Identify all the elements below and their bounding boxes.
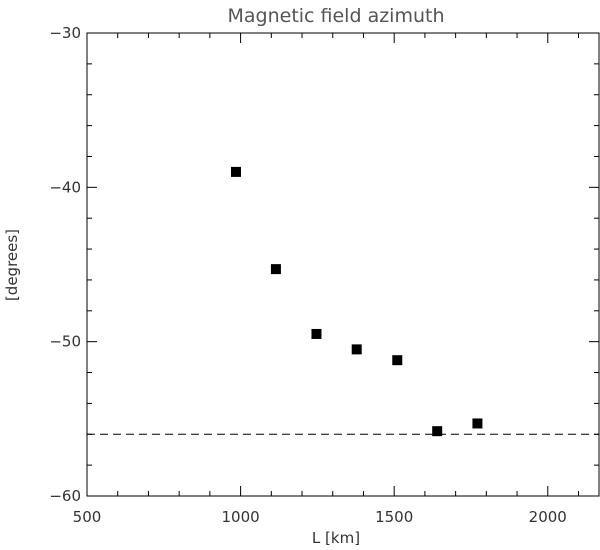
x-axis-label: L [km] bbox=[312, 529, 360, 547]
x-tick-label: 500 bbox=[73, 508, 102, 526]
chart-title: Magnetic field azimuth bbox=[227, 5, 444, 27]
data-point bbox=[392, 355, 403, 366]
y-axis-label: [degrees] bbox=[3, 229, 21, 301]
x-tick-label: 1000 bbox=[221, 508, 259, 526]
plot-frame bbox=[86, 32, 600, 497]
data-point bbox=[432, 426, 443, 437]
y-tick-label: −60 bbox=[49, 487, 81, 505]
y-tick-label: −40 bbox=[49, 178, 81, 196]
data-point bbox=[230, 166, 241, 177]
data-point bbox=[351, 344, 362, 355]
data-point bbox=[270, 264, 281, 275]
x-tick-label: 1500 bbox=[375, 508, 413, 526]
y-tick-label: −50 bbox=[49, 333, 81, 351]
plot-area: 500 1000 1500 2000 −60 −50 −40 −30 bbox=[49, 24, 600, 526]
x-tick-label: 2000 bbox=[529, 508, 567, 526]
data-point bbox=[311, 328, 322, 339]
data-point bbox=[472, 418, 483, 429]
y-tick-label: −30 bbox=[49, 24, 81, 42]
